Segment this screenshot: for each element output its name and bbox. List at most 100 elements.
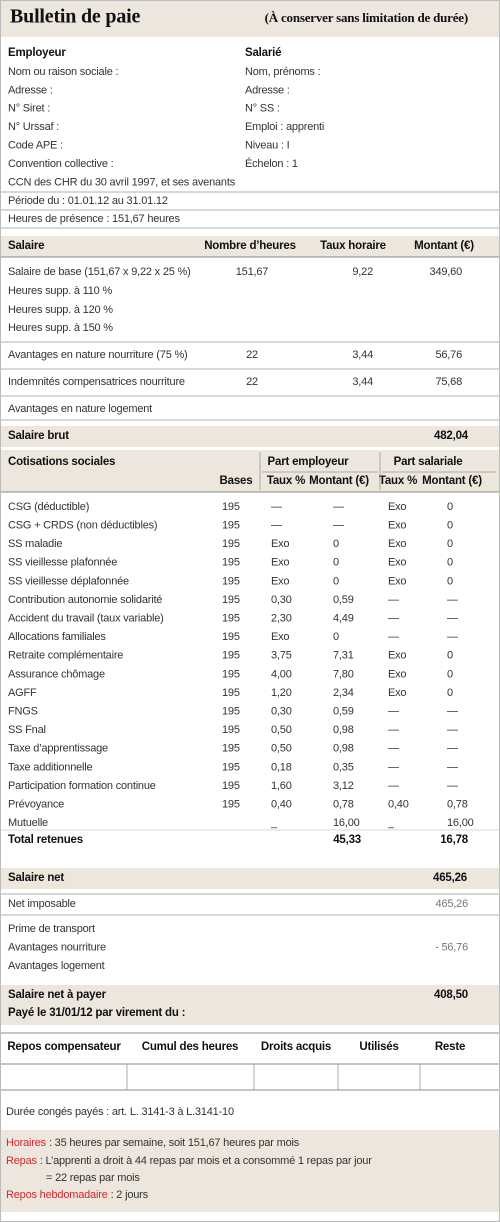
cell: — <box>388 780 399 792</box>
cell: 0 <box>447 520 453 532</box>
cell: _ <box>387 817 395 829</box>
cell: 195 <box>222 501 240 513</box>
field-label: Niveau : I <box>245 140 290 152</box>
cell: 195 <box>222 687 240 699</box>
note: Repas: L’apprenti a droit à 44 repas par… <box>6 1155 372 1167</box>
row-label: Avantages logement <box>8 960 105 972</box>
cell: 3,75 <box>271 650 292 662</box>
cell: 0,40 <box>271 799 292 811</box>
cell: — <box>271 520 282 532</box>
shaded-band <box>1 868 499 889</box>
cell: — <box>447 761 458 773</box>
cell: 7,80 <box>333 668 354 680</box>
cell: 195 <box>222 575 240 587</box>
amount: 45,33 <box>333 834 361 846</box>
shaded-band <box>1 236 499 257</box>
section-heading: Employeur <box>8 47 66 59</box>
cell: 0,30 <box>271 706 292 718</box>
cell: — <box>388 594 399 606</box>
cell: 0 <box>333 557 339 569</box>
cell: 3,12 <box>333 780 354 792</box>
row-label: Avantages nourriture <box>8 942 106 954</box>
cell: Exo <box>388 501 406 513</box>
row-label: AGFF <box>8 687 37 699</box>
note-text: : L’apprenti a droit à 44 repas par mois… <box>40 1155 372 1167</box>
row-label: Taxe d’apprentissage <box>8 743 108 755</box>
note-text: : 35 heures par semaine, soit 151,67 heu… <box>49 1137 300 1149</box>
cell: — <box>447 724 458 736</box>
cell: 195 <box>222 743 240 755</box>
cell: Exo <box>388 520 406 532</box>
title: Bulletin de paie <box>10 6 140 28</box>
cell: 0 <box>447 650 453 662</box>
note: Repos hebdomadaire: 2 jours <box>6 1189 149 1201</box>
cell: 0 <box>447 501 453 513</box>
group-header: Part employeur <box>268 456 350 468</box>
cell: Exo <box>271 631 289 643</box>
cell: 195 <box>222 799 240 811</box>
column-header: Taux % <box>267 475 305 487</box>
cell: — <box>447 631 458 643</box>
row-label: Allocations familiales <box>8 631 106 643</box>
column-header: Taux % <box>379 475 417 487</box>
field-label: Code APE : <box>8 140 63 152</box>
cell: 0 <box>333 575 339 587</box>
cell: 195 <box>222 613 240 625</box>
cell: 22 <box>246 376 258 388</box>
cell: 56,76 <box>435 349 462 361</box>
cell: 195 <box>222 706 240 718</box>
row-label: Participation formation continue <box>8 780 156 792</box>
amount: 465,26 <box>436 898 469 910</box>
group-header: Part salariale <box>394 456 463 468</box>
cell: 0,59 <box>333 594 354 606</box>
row-label: Mutuelle <box>8 817 48 829</box>
row-label: Contribution autonomie solidarité <box>8 594 162 606</box>
cell: 195 <box>222 724 240 736</box>
amount: 482,04 <box>434 430 469 442</box>
cell: _ <box>270 817 278 829</box>
cell: 22 <box>246 349 258 361</box>
field-label: Échelon : 1 <box>245 157 298 170</box>
column-header: Montant (€) <box>414 240 474 252</box>
row-label: SS Fnal <box>8 724 46 736</box>
section-heading: Cotisations sociales <box>8 456 115 468</box>
cell: 195 <box>222 668 240 680</box>
cell: 195 <box>222 650 240 662</box>
row-label: Net imposable <box>8 898 76 910</box>
cell: 0,35 <box>333 761 354 773</box>
row-label: Salaire net <box>8 872 64 884</box>
cell: 0,40 <box>388 799 409 811</box>
cell: 349,60 <box>430 266 463 278</box>
field-label: Emploi : apprenti <box>245 121 324 133</box>
cell: 16,00 <box>333 817 360 829</box>
cell: — <box>388 743 399 755</box>
cell: 3,44 <box>352 376 373 388</box>
cell: Exo <box>271 575 289 587</box>
column-header: Montant (€) <box>422 475 482 487</box>
cell: — <box>388 613 399 625</box>
cell: 0 <box>333 631 339 643</box>
cell: 9,22 <box>352 266 373 278</box>
cell: 0 <box>447 538 453 550</box>
column-header: Utilisés <box>359 1041 398 1053</box>
cell: Exo <box>271 538 289 550</box>
cell: Exo <box>388 557 406 569</box>
field-label: Convention collective : <box>8 158 114 170</box>
field-label: CCN des CHR du 30 avril 1997, et ses ave… <box>8 176 236 188</box>
column-header: Nombre d’heures <box>204 240 296 252</box>
note-continuation: = 22 repas par mois <box>46 1172 140 1184</box>
cell: 0,98 <box>333 724 354 736</box>
amount: 465,26 <box>433 872 467 884</box>
row-label: CSG (déductible) <box>8 501 89 513</box>
column-header: Taux horaire <box>320 240 386 252</box>
cell: 0,59 <box>333 706 354 718</box>
cell: 195 <box>222 761 240 773</box>
cell: 16,00 <box>447 817 474 829</box>
field-label: N° Urssaf : <box>8 121 59 133</box>
row-label: Accident du travail (taux variable) <box>8 613 164 625</box>
cell: 0,78 <box>333 799 354 811</box>
cell: Exo <box>388 538 406 550</box>
amount: 408,50 <box>434 989 468 1001</box>
cell: Exo <box>271 557 289 569</box>
